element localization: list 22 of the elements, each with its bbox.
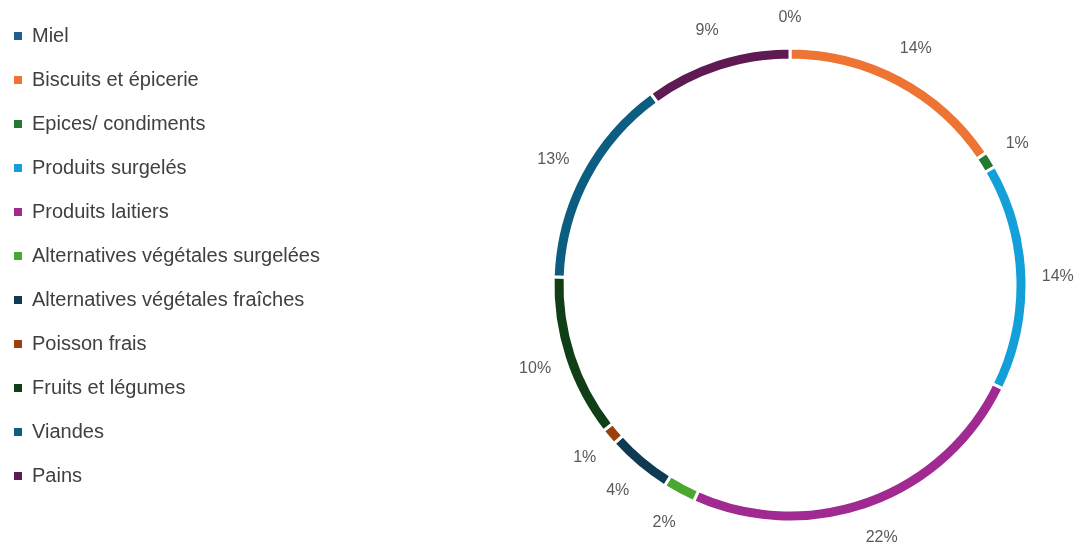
legend-label: Produits surgelés — [32, 156, 187, 178]
legend-label: Alternatives végétales surgelées — [32, 244, 320, 266]
data-label: 14% — [899, 39, 932, 57]
data-label: 1% — [573, 448, 597, 466]
legend-label: Produits laitiers — [32, 200, 169, 222]
legend-label: Epices/ condiments — [32, 112, 206, 134]
data-label: 4% — [606, 481, 630, 499]
legend-label: Fruits et légumes — [32, 376, 186, 398]
legend-label: Pains — [32, 464, 83, 486]
legend-label: Miel — [32, 24, 69, 46]
data-label: 1% — [1005, 133, 1029, 151]
data-label: 14% — [1041, 266, 1074, 284]
data-label: 22% — [865, 527, 898, 545]
legend-label: Viandes — [32, 420, 104, 442]
data-label: 13% — [537, 150, 570, 168]
data-label: 2% — [652, 512, 676, 530]
data-label: 10% — [519, 358, 552, 376]
text: 0% — [778, 8, 802, 25]
legend-label: Poisson frais — [32, 332, 147, 354]
legend-label: Alternatives végétales fraîches — [32, 288, 305, 310]
legend-label: Biscuits et épicerie — [32, 68, 199, 90]
data-label: 9% — [695, 21, 719, 39]
